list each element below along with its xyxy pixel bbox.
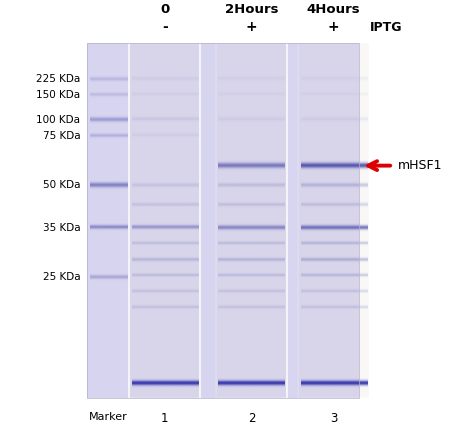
Bar [87,44,359,398]
Text: 2: 2 [248,412,255,425]
Text: IPTG: IPTG [370,21,403,34]
Text: 225 KDa: 225 KDa [36,74,80,84]
Text: 50 KDa: 50 KDa [43,180,80,190]
Bar [216,44,287,398]
Text: 3: 3 [330,412,337,425]
Text: -: - [162,20,168,34]
Text: +: + [328,20,340,34]
Text: 25 KDa: 25 KDa [43,272,80,282]
Text: 0: 0 [160,3,170,16]
Text: +: + [246,20,257,34]
Text: 2Hours: 2Hours [225,3,278,16]
Text: 35 KDa: 35 KDa [43,223,80,232]
Text: 150 KDa: 150 KDa [36,90,80,100]
Bar [298,44,369,398]
Text: 100 KDa: 100 KDa [36,115,80,125]
Text: mHSF1: mHSF1 [398,159,442,172]
Text: Marker: Marker [89,412,128,422]
Bar [129,44,200,398]
Text: 1: 1 [161,412,169,425]
Text: 75 KDa: 75 KDa [43,130,80,140]
Text: 4Hours: 4Hours [307,3,360,16]
